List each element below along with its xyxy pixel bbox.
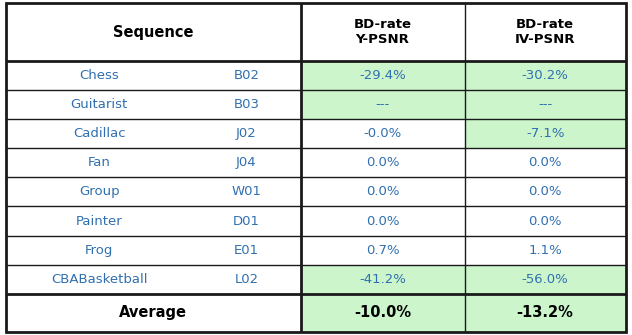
Bar [6, 119, 300, 148]
Text: -30.2%: -30.2% [522, 69, 569, 82]
Text: -7.1%: -7.1% [526, 127, 564, 140]
Text: Fan: Fan [88, 156, 111, 169]
Text: W01: W01 [231, 185, 261, 198]
Text: -10.0%: -10.0% [354, 305, 411, 320]
Bar [465, 177, 626, 206]
Text: 0.0%: 0.0% [366, 185, 399, 198]
Text: Painter: Painter [76, 214, 123, 227]
Bar [465, 61, 626, 90]
Bar [300, 265, 465, 294]
Bar [6, 177, 300, 206]
Bar [6, 294, 300, 332]
Text: Cadillac: Cadillac [73, 127, 126, 140]
Bar [465, 119, 626, 148]
Text: B03: B03 [233, 98, 259, 111]
Text: Group: Group [79, 185, 119, 198]
Text: -0.0%: -0.0% [363, 127, 402, 140]
Text: -13.2%: -13.2% [517, 305, 574, 320]
Text: Chess: Chess [80, 69, 119, 82]
Text: 0.7%: 0.7% [366, 244, 399, 257]
Text: Average: Average [119, 305, 188, 320]
Text: 0.0%: 0.0% [366, 156, 399, 169]
Bar [6, 265, 300, 294]
Text: J02: J02 [236, 127, 257, 140]
Text: BD-rate
IV-PSNR: BD-rate IV-PSNR [515, 18, 575, 46]
Text: E01: E01 [234, 244, 259, 257]
Bar [300, 177, 465, 206]
Text: Guitarist: Guitarist [71, 98, 128, 111]
Bar [300, 90, 465, 119]
Text: ---: --- [375, 98, 390, 111]
Bar [465, 90, 626, 119]
Bar [300, 236, 465, 265]
Text: 0.0%: 0.0% [528, 185, 562, 198]
Bar [300, 206, 465, 236]
Text: L02: L02 [234, 273, 258, 286]
Text: 0.0%: 0.0% [528, 214, 562, 227]
Text: D01: D01 [233, 214, 260, 227]
Bar [6, 90, 300, 119]
Bar [465, 265, 626, 294]
Bar [465, 206, 626, 236]
Bar [300, 61, 465, 90]
Bar [465, 294, 626, 332]
Text: -29.4%: -29.4% [359, 69, 406, 82]
Text: J04: J04 [236, 156, 257, 169]
Text: 1.1%: 1.1% [528, 244, 562, 257]
Bar [6, 206, 300, 236]
Bar [6, 236, 300, 265]
Bar [465, 148, 626, 177]
Text: BD-rate
Y-PSNR: BD-rate Y-PSNR [353, 18, 411, 46]
Bar [300, 294, 465, 332]
Text: B02: B02 [233, 69, 259, 82]
Text: Frog: Frog [85, 244, 113, 257]
Text: 0.0%: 0.0% [366, 214, 399, 227]
Bar [465, 236, 626, 265]
Text: -56.0%: -56.0% [522, 273, 569, 286]
Text: Sequence: Sequence [113, 24, 193, 40]
Bar [6, 148, 300, 177]
Text: 0.0%: 0.0% [528, 156, 562, 169]
Text: ---: --- [538, 98, 552, 111]
Text: -41.2%: -41.2% [359, 273, 406, 286]
Bar [300, 119, 465, 148]
Bar [6, 61, 300, 90]
Bar [300, 148, 465, 177]
Text: CBABasketball: CBABasketball [51, 273, 147, 286]
